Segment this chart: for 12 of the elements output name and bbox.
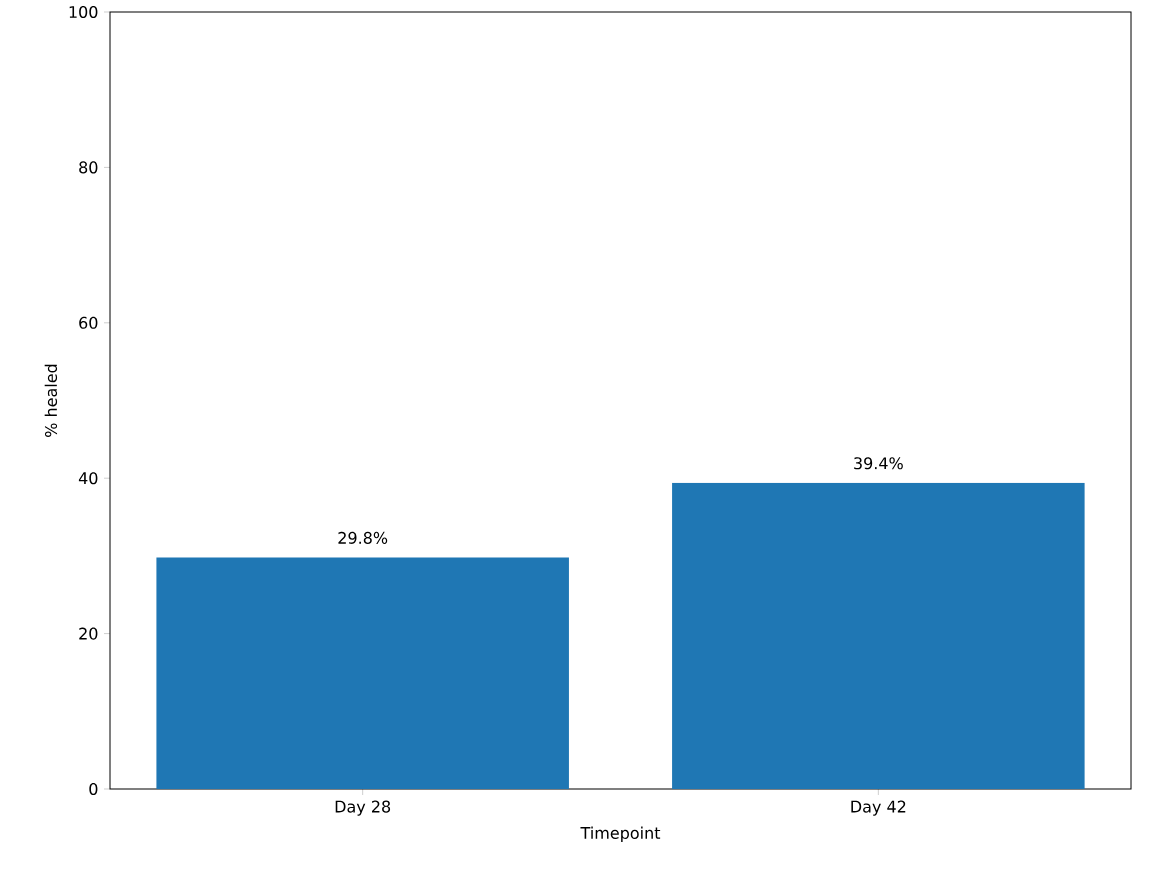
x-tick-label: Day 42 (851, 800, 906, 816)
y-tick-label: 80 (79, 161, 98, 174)
y-axis-title: % healed (44, 364, 58, 437)
x-axis-title: Timepoint (580, 826, 661, 843)
data-label: 39.4% (854, 457, 903, 470)
y-tick-label: 20 (79, 627, 98, 640)
x-tick-label: Day 28 (335, 800, 391, 816)
y-tick-label: 40 (78, 472, 98, 485)
y-tick-label: 100 (69, 5, 98, 19)
y-tick-label: 0 (89, 782, 98, 796)
y-tick-label: 60 (79, 316, 98, 329)
data-label: 29.8% (338, 531, 388, 544)
